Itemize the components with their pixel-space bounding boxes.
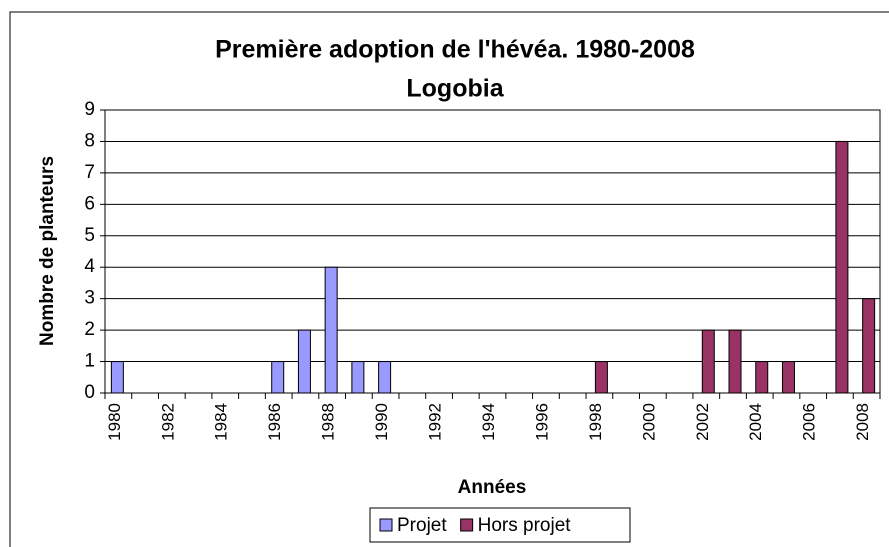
bar	[271, 361, 285, 394]
y-tick-label: 6	[84, 193, 95, 214]
y-tick-label: 1	[84, 351, 95, 372]
x-tick-label: 1994	[479, 403, 498, 441]
x-tick-label: 1996	[532, 403, 551, 441]
bar	[324, 266, 338, 394]
x-tick-label: 2006	[800, 403, 819, 441]
y-tick-label: 7	[84, 162, 95, 183]
x-tick-label: 2008	[853, 403, 872, 441]
bar	[378, 361, 392, 394]
bar	[728, 329, 742, 394]
x-tick-label: 1988	[319, 403, 338, 441]
bar	[297, 329, 311, 394]
x-tick-label: 2002	[693, 403, 712, 441]
x-tick-label: 1982	[158, 403, 177, 441]
plot-area	[104, 109, 881, 394]
bar	[835, 140, 849, 394]
x-tick-label: 1980	[105, 403, 124, 441]
y-tick-label: 8	[84, 130, 95, 151]
y-tick-label: 3	[84, 288, 95, 309]
bar	[701, 329, 715, 394]
legend-label: Projet	[397, 515, 447, 536]
legend-swatch	[379, 518, 393, 532]
x-tick-label: 2004	[746, 403, 765, 441]
y-tick-label: 5	[84, 225, 95, 246]
x-tick-label: 1998	[586, 403, 605, 441]
legend-box	[369, 507, 631, 543]
x-tick-label: 1990	[372, 403, 391, 441]
y-tick-label: 4	[84, 256, 95, 277]
y-tick-label: 2	[84, 319, 95, 340]
legend-swatch	[460, 518, 474, 532]
y-tick-label: 9	[84, 99, 95, 120]
y-axis-label: Nombre de planteurs	[37, 156, 58, 346]
legend-label: Hors projet	[478, 515, 572, 536]
y-tick-label: 0	[84, 382, 95, 403]
x-tick-label: 2000	[639, 403, 658, 441]
bar	[862, 298, 876, 394]
x-axis-label: Années	[458, 477, 527, 498]
bar	[110, 361, 124, 394]
chart-title: Première adoption de l'hévéa. 1980-2008	[215, 36, 695, 64]
x-tick-label: 1992	[426, 403, 445, 441]
bar	[351, 361, 365, 394]
x-tick-label: 1984	[212, 403, 231, 441]
bar	[594, 361, 608, 394]
x-tick-label: 1986	[265, 403, 284, 441]
bar	[781, 361, 795, 394]
chart-subtitle: Logobia	[406, 75, 504, 103]
bar	[755, 361, 769, 394]
